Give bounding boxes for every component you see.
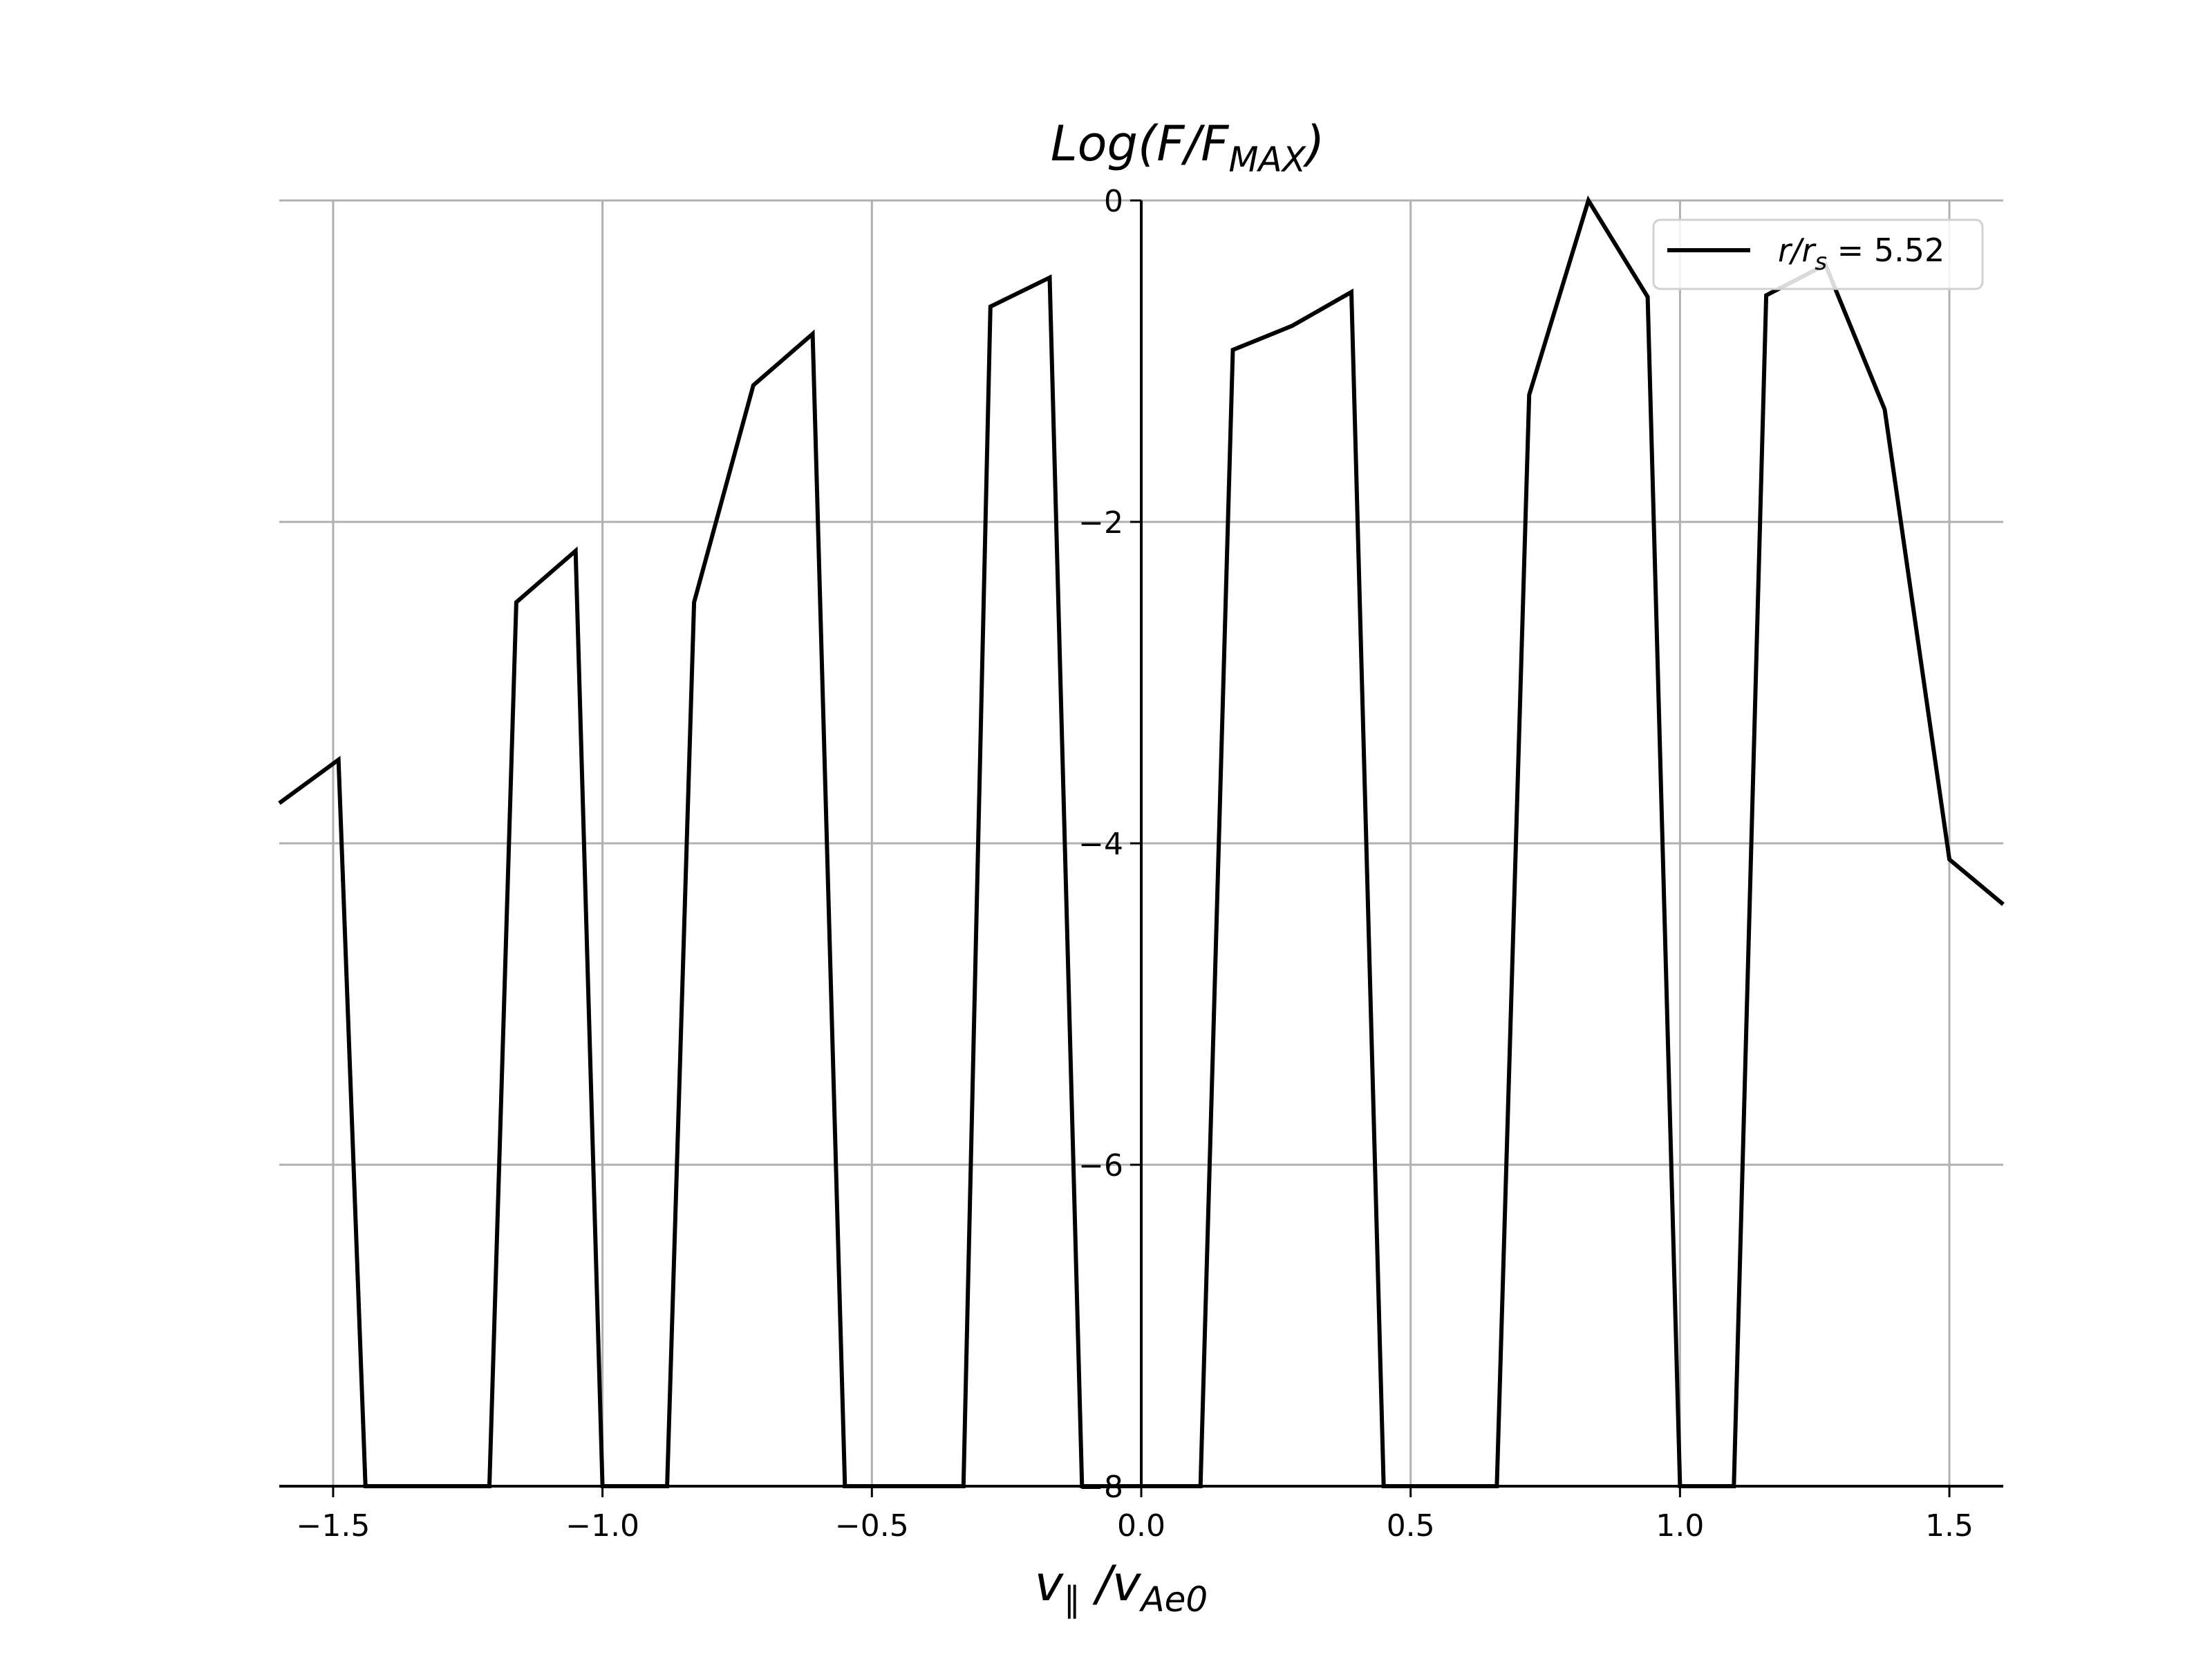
x-axis-label: v∥ /vAe0 (1035, 1555, 1208, 1620)
y-tick-label: 0 (1104, 184, 1123, 219)
chart-title: Log(F/FMAX) (1051, 115, 1325, 180)
x-tick-label: −1.5 (297, 1508, 371, 1544)
legend: r/rs = 5.52 (1652, 218, 1984, 290)
x-tick-label: −1.0 (565, 1508, 639, 1544)
x-tick-label: 0.0 (1117, 1508, 1165, 1544)
x-tick-label: 1.5 (1925, 1508, 1974, 1544)
x-tick-label: 1.0 (1656, 1508, 1704, 1544)
y-tick-label: −6 (1078, 1148, 1123, 1183)
series-line (278, 195, 2005, 1488)
x-tick-label: −0.5 (835, 1508, 909, 1544)
legend-box (1652, 218, 1984, 290)
legend-label: r/rs = 5.52 (1778, 232, 1944, 276)
axis-ticks: −1.5 −1.0 −0.5 0.0 0.5 1.0 1.50−2−4−6−8 (297, 184, 1974, 1544)
x-tick-label: 0.5 (1387, 1508, 1435, 1544)
y-tick-label: −2 (1078, 505, 1123, 541)
y-tick-label: −4 (1078, 827, 1123, 862)
